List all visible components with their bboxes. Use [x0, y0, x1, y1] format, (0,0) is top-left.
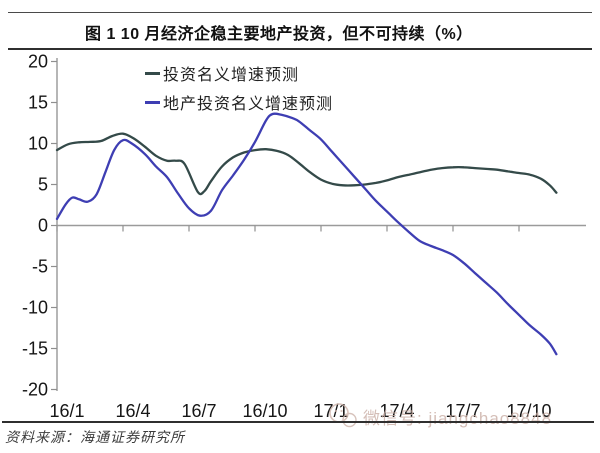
watermark-wechat-id: 微信号: jiangchao8848 [363, 408, 553, 428]
y-axis-tick-label: 0 [38, 216, 48, 236]
y-axis-tick-label: -15 [22, 339, 48, 359]
series-line-realestate [55, 112, 558, 356]
y-axis-tick-label: -20 [22, 380, 48, 400]
y-axis-tick-label: -5 [32, 257, 48, 277]
legend-item-investment: 投资名义增速预测 [145, 61, 299, 85]
title-underline-rule [8, 48, 592, 50]
legend-label-realestate: 地产投资名义增速预测 [163, 96, 334, 113]
x-axis-tick-label: 17/4 [379, 401, 414, 421]
x-axis-tick-label: 16/7 [181, 401, 216, 421]
y-axis-tick-label: 5 [38, 175, 48, 195]
legend-label-investment: 投资名义增速预测 [163, 67, 300, 84]
x-axis-tick-label: 16/1 [49, 401, 84, 421]
x-axis-tick-label: 16/4 [115, 401, 150, 421]
footer-rule [2, 421, 594, 423]
top-rule [8, 12, 592, 13]
x-axis-tick-label: 16/10 [242, 401, 287, 421]
x-axis-tick-label: 17/10 [506, 401, 551, 421]
realestate-line-swatch [145, 100, 160, 104]
source-note: 资料来源：海通证券研究所 [5, 431, 185, 446]
y-axis-tick-label: 20 [28, 52, 48, 72]
y-axis-tick-label: 10 [28, 134, 48, 154]
series-line-investment [55, 132, 558, 196]
wechat-icon [329, 403, 357, 428]
x-axis-tick-label: 17/7 [445, 401, 480, 421]
investment-line-swatch [145, 71, 160, 75]
y-axis-tick-label: -10 [22, 298, 48, 318]
legend-item-realestate: 地产投资名义增速预测 [145, 90, 333, 114]
figure-title: 图 1 10 月经济企稳主要地产投资，但不可持续（%） [85, 26, 473, 43]
wechat-watermark: 微信号: jiangchao8848 [327, 401, 552, 431]
y-axis-tick-label: 15 [28, 93, 48, 113]
